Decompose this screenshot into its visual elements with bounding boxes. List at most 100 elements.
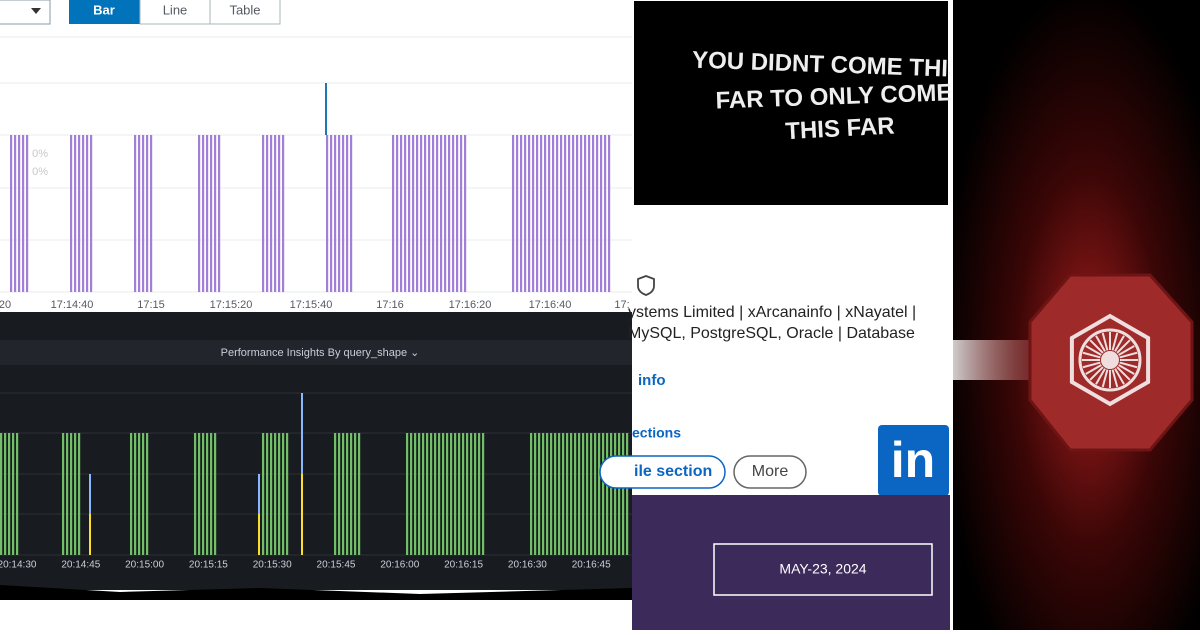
bar-stripe [446, 433, 449, 555]
bar-stripe [354, 433, 357, 555]
separator [950, 0, 953, 630]
bar-stripe [282, 433, 285, 555]
bar-stripe [420, 135, 423, 292]
x-tick-label: 20 [0, 299, 11, 311]
bar-stripe [438, 433, 441, 555]
bar-stripe [544, 135, 547, 292]
bar-stripe [286, 433, 289, 555]
bar-stripe [404, 135, 407, 292]
bar-stripe [430, 433, 433, 555]
bar-stripe [562, 433, 565, 555]
meme-text: THIS FAR [785, 113, 896, 146]
date-box [713, 543, 933, 596]
meme-image [634, 1, 948, 205]
x-tick-label: 20:15:00 [125, 560, 164, 571]
bar-stripe [598, 433, 601, 555]
spoke [1119, 351, 1138, 359]
panel-title: Performance Insights By query_shape ⌄ [221, 347, 420, 359]
headline: ystems Limited | xArcanainfo | xNayatel … [628, 304, 916, 321]
bar-stripe [90, 135, 93, 292]
bar-stripe [74, 433, 77, 555]
bar-stripe [22, 135, 25, 292]
bar-stripe [334, 135, 337, 292]
bar-stripe [588, 135, 591, 292]
x-tick-label: 20:14:45 [61, 560, 100, 571]
bar-stripe [130, 433, 133, 555]
bar-stripe [444, 135, 447, 292]
bar-stripe [424, 135, 427, 292]
add-section-button[interactable] [599, 455, 726, 489]
bar-stripe [74, 135, 77, 292]
bar-stripe [564, 135, 567, 292]
button-label: ile section [634, 463, 712, 480]
spoke [1114, 335, 1125, 352]
x-tick-label: 17:15:20 [210, 299, 253, 311]
bar-stripe [536, 135, 539, 292]
bar-stripe [266, 135, 269, 292]
bar-stripe [342, 135, 345, 292]
x-tick-label: 20:15:45 [317, 560, 356, 571]
bar-stripe [274, 433, 277, 555]
bar-stripe [546, 433, 549, 555]
bar-stripe [10, 135, 13, 292]
spoke [1101, 332, 1109, 351]
button-table[interactable] [209, 0, 281, 25]
bar-stripe [202, 135, 205, 292]
bar-stripe [560, 135, 563, 292]
bar-stripe [554, 433, 557, 555]
bar-stripe [622, 433, 625, 555]
bar-stripe [206, 135, 209, 292]
connections[interactable]: ections [632, 425, 681, 441]
spoke [1119, 361, 1138, 369]
bar-stripe [614, 433, 617, 555]
bar-stripe [626, 433, 629, 555]
bar-stripe [452, 135, 455, 292]
contact-info[interactable]: info [638, 372, 666, 389]
bar-stripe [442, 433, 445, 555]
bar-stripe [578, 433, 581, 555]
bar-stripe [594, 433, 597, 555]
faint-label: 0% [32, 166, 48, 178]
spoke [1116, 339, 1131, 354]
bar-stripe [462, 433, 465, 555]
bar-stripe [406, 433, 409, 555]
button-label: More [752, 463, 789, 480]
bar-stripe [346, 135, 349, 292]
x-tick-label: 20:16:30 [508, 560, 547, 571]
more-button[interactable] [733, 455, 807, 489]
button-line[interactable] [139, 0, 211, 25]
x-tick-label: 17:15 [137, 299, 165, 311]
bar-stripe [82, 135, 85, 292]
bar-stripe [524, 135, 527, 292]
bar-stripe [580, 135, 583, 292]
spoke [1095, 368, 1106, 385]
bar-stripe [202, 433, 205, 555]
x-tick-label: 20:14:30 [0, 560, 37, 571]
bar-stripe [346, 433, 349, 555]
bar-stripe [258, 514, 260, 555]
bar-stripe [596, 135, 599, 292]
bar-stripe [214, 433, 217, 555]
button-bar[interactable] [69, 0, 140, 24]
bar-stripe [138, 135, 141, 292]
bar-stripe [0, 433, 3, 555]
bar-stripe [568, 135, 571, 292]
bar-stripe [572, 135, 575, 292]
bar-stripe [418, 433, 421, 555]
button-label: Table [229, 2, 260, 17]
bar-stripe [4, 433, 7, 555]
emblem [1069, 313, 1151, 407]
hub [1101, 351, 1119, 369]
bar-stripe [266, 433, 269, 555]
x-tick-label: 20:16:15 [444, 560, 483, 571]
bar-stripe [412, 135, 415, 292]
date: MAY-23, 2024 [779, 561, 866, 577]
spoke [1082, 351, 1101, 359]
dropdown[interactable] [0, 0, 51, 25]
bar-stripe [586, 433, 589, 555]
bar-stripe [470, 433, 473, 555]
bar-stripe [358, 433, 361, 555]
bar-stripe [426, 433, 429, 555]
x-tick-label: 17:15:40 [290, 299, 333, 311]
